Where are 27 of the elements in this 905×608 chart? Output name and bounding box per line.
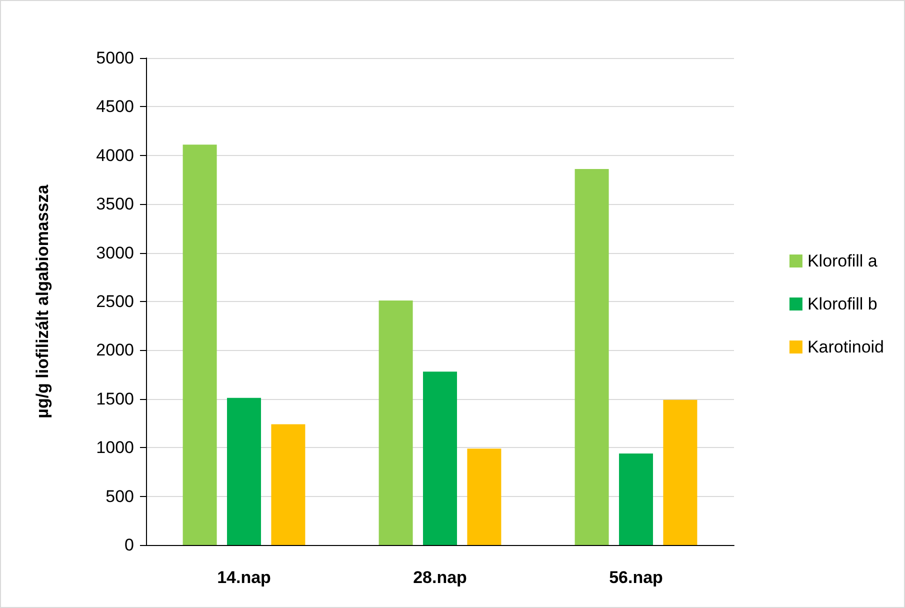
y-tick-label: 1000 [96,438,134,458]
y-tick-label: 3000 [96,243,134,262]
legend-label: Klorofill b [807,294,878,314]
y-tick-label: 1500 [96,389,134,408]
y-tick-label: 4000 [96,146,134,165]
y-tick-label: 3500 [96,194,134,214]
y-tick-label: 5000 [96,48,134,68]
y-axis-title: µg/g liofilizált algabiomassza [33,184,52,418]
legend-label: Karotinoid [807,338,884,356]
bar [467,448,502,545]
y-tick-label: 2500 [96,292,134,311]
bar [378,300,413,545]
x-tick-label: 28.nap [413,568,467,587]
bar [182,144,217,545]
bar [227,398,261,545]
x-tick-label: 14.nap [217,568,271,587]
bar [619,453,653,545]
bar [423,372,457,545]
legend-label: Klorofill a [807,252,878,270]
bar [574,169,609,545]
y-tick-label: 500 [106,486,134,506]
y-tick-label: 0 [124,536,134,554]
y-tick-label: 2000 [96,340,134,360]
bar [271,424,306,545]
bar [663,400,698,545]
y-tick-label: 4500 [96,97,134,116]
x-tick-label: 56.nap [609,568,663,587]
